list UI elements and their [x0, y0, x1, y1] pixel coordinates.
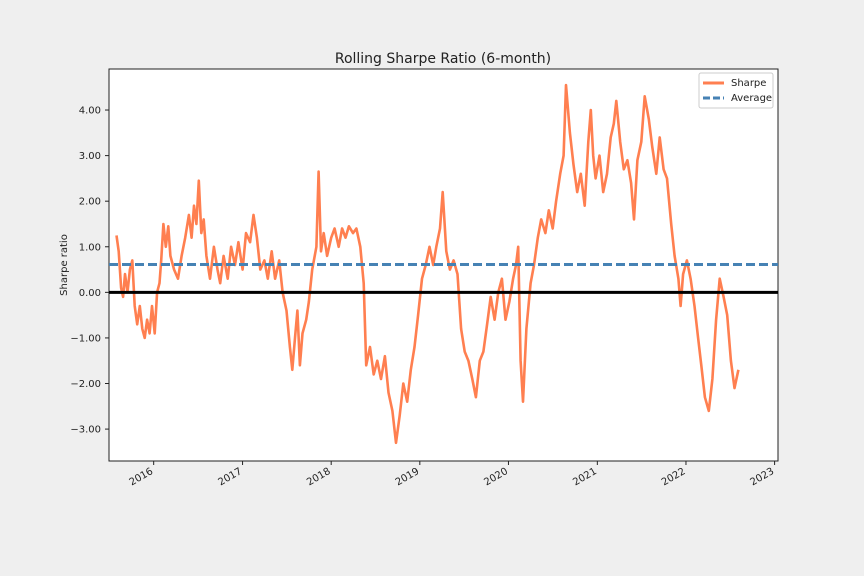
y-tick-label: −3.00 [70, 425, 101, 436]
sharpe-series-line [115, 83, 740, 445]
legend-label-sharpe: Sharpe [731, 78, 766, 89]
y-tick-label: −2.00 [70, 379, 101, 390]
y-axis-label: Sharpe ratio [59, 234, 70, 296]
plot-area [108, 68, 779, 462]
legend-label-average: Average [731, 93, 772, 104]
y-tick-label: 1.00 [79, 242, 101, 253]
series-layer [109, 83, 778, 445]
chart-title: Rolling Sharpe Ratio (6-month) [335, 51, 551, 67]
y-tick-label: 2.00 [79, 197, 101, 208]
y-tick-label: 4.00 [79, 106, 101, 117]
y-axis-ticks: 4.00 3.00 2.00 1.00 0.00 −1.00 −2.00 −3.00 [70, 106, 109, 436]
legend: Sharpe Average [698, 72, 774, 109]
y-tick-label: 3.00 [79, 151, 101, 162]
y-tick-label: −1.00 [70, 333, 101, 344]
y-tick-label: 0.00 [79, 288, 101, 299]
